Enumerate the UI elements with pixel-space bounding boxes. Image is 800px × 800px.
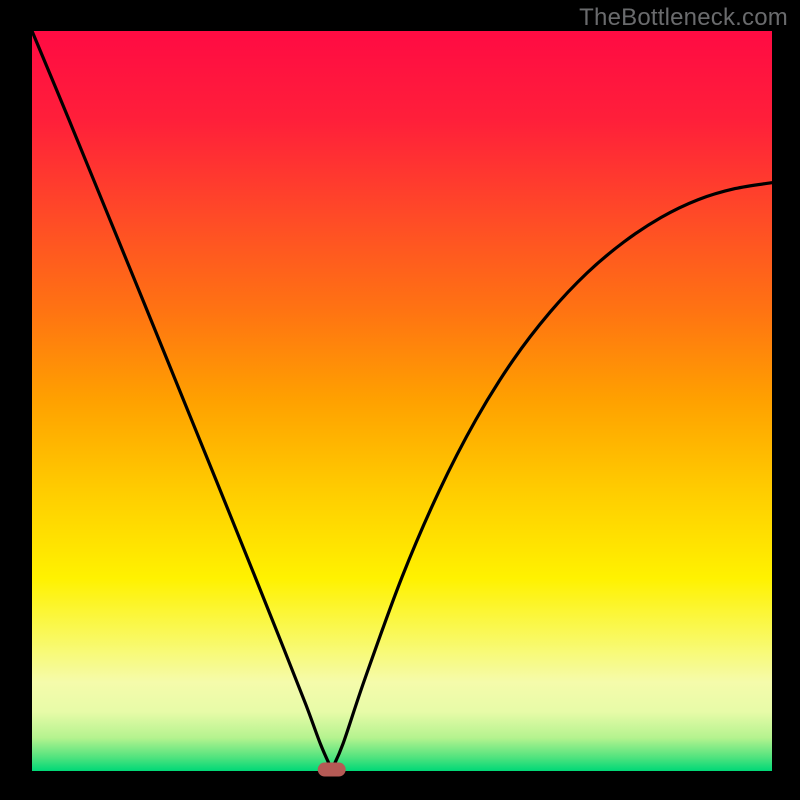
plot-area: [32, 31, 772, 771]
watermark-text: TheBottleneck.com: [579, 4, 788, 32]
chart-container: TheBottleneck.com: [0, 0, 800, 800]
plot-svg: [32, 31, 772, 771]
min-marker: [318, 763, 346, 777]
gradient-background: [32, 31, 772, 771]
